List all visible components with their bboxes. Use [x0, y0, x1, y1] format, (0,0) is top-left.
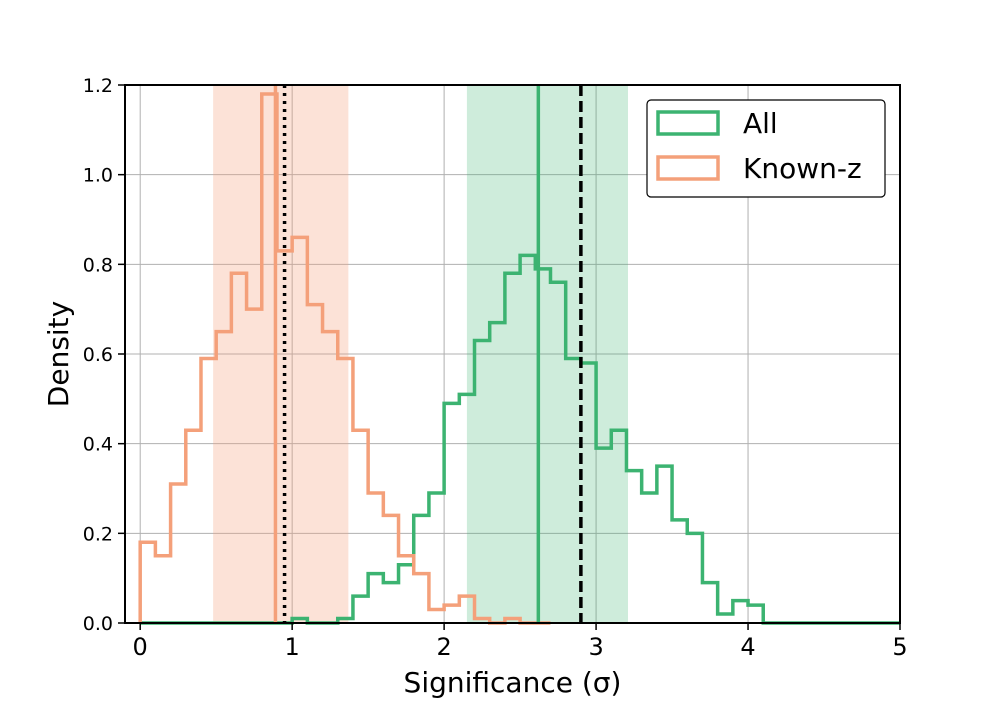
x-axis-label: Significance (σ)	[404, 666, 622, 699]
interval-band-known-z	[213, 85, 349, 623]
reference-lines	[273, 85, 583, 623]
y-tick-label: 0.4	[83, 434, 113, 456]
y-tick-label: 0.0	[83, 613, 113, 635]
y-tick-label: 0.8	[83, 254, 113, 276]
legend-label-all: All	[743, 107, 778, 140]
legend-swatch-known-z	[656, 155, 720, 181]
histogram-known-z	[138, 92, 551, 625]
x-tick-label: 4	[740, 633, 755, 661]
interval-band-all	[466, 85, 628, 623]
y-axis-label: Density	[42, 301, 75, 407]
legend-label-known-z: Known-z	[743, 152, 862, 185]
legend-box	[646, 99, 886, 198]
x-tick-label: 3	[588, 633, 603, 661]
y-tick-label: 0.2	[83, 523, 113, 545]
legend-swatch-all	[656, 110, 720, 136]
x-tick-label: 2	[436, 633, 451, 661]
x-tick-label: 1	[285, 633, 300, 661]
x-tick-label: 5	[892, 633, 907, 661]
axis-ticks: 0 1 2 3 4 5 0.0 0.2 0.4 0.6 0.8 1.0 1.2	[83, 75, 908, 661]
x-tick-label: 0	[133, 633, 148, 661]
y-tick-label: 1.2	[83, 75, 113, 97]
legend: All Known-z	[646, 99, 886, 198]
y-tick-label: 0.6	[83, 344, 113, 366]
y-tick-label: 1.0	[83, 165, 113, 187]
interval-bands	[213, 85, 628, 623]
